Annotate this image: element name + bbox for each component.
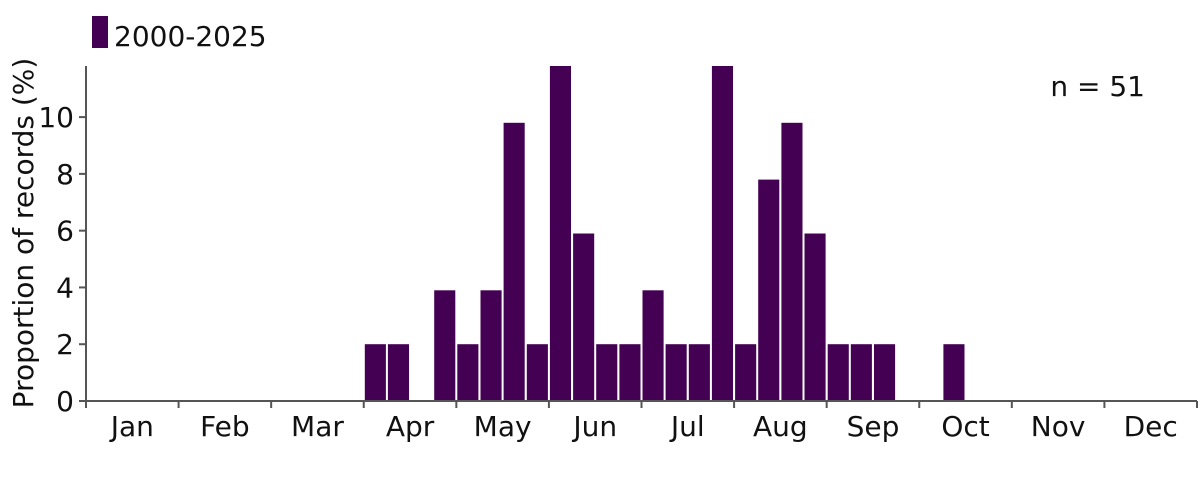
bar bbox=[549, 66, 571, 401]
y-tick-label: 6 bbox=[56, 215, 74, 248]
x-tick-label: Sep bbox=[847, 410, 900, 443]
bar bbox=[665, 344, 687, 401]
bar bbox=[480, 290, 502, 401]
x-ticks: Jan Feb Mar Apr May Jun Jul Aug Sep Oct Nov Dec bbox=[85, 401, 1198, 443]
y-ticks: 0 2 4 6 8 10 bbox=[38, 101, 86, 418]
bar bbox=[642, 290, 664, 401]
bar bbox=[573, 233, 595, 401]
bar bbox=[526, 344, 548, 401]
legend: 2000-2025 bbox=[92, 16, 267, 53]
bar bbox=[434, 290, 456, 401]
y-axis-label: Proportion of records (%) bbox=[7, 58, 40, 409]
x-tick-label: Nov bbox=[1031, 410, 1086, 443]
x-tick-label: Apr bbox=[386, 410, 435, 443]
bar bbox=[874, 344, 896, 401]
y-tick-label: 8 bbox=[56, 158, 74, 191]
bar bbox=[827, 344, 849, 401]
legend-swatch bbox=[92, 16, 108, 48]
bar bbox=[781, 122, 803, 402]
bar bbox=[596, 344, 618, 401]
bar bbox=[688, 344, 710, 401]
bars bbox=[364, 66, 965, 402]
bar bbox=[943, 344, 965, 401]
bar bbox=[711, 66, 733, 401]
sample-size-annotation: n = 51 bbox=[1050, 70, 1145, 103]
x-tick-label: Jun bbox=[571, 410, 617, 443]
x-tick-label: Oct bbox=[941, 410, 989, 443]
bar bbox=[804, 233, 826, 401]
bar bbox=[735, 344, 757, 401]
x-tick-label: Aug bbox=[753, 410, 808, 443]
y-tick-label: 10 bbox=[38, 101, 74, 134]
x-tick-label: Feb bbox=[200, 410, 250, 443]
bar bbox=[619, 344, 641, 401]
bar bbox=[850, 344, 872, 401]
y-tick-label: 0 bbox=[56, 385, 74, 418]
bar bbox=[364, 344, 386, 401]
x-tick-label: May bbox=[474, 410, 532, 443]
y-tick-label: 2 bbox=[56, 328, 74, 361]
bar bbox=[457, 344, 479, 401]
x-tick-label: Jul bbox=[669, 410, 705, 443]
x-tick-label: Mar bbox=[291, 410, 344, 443]
y-tick-label: 4 bbox=[56, 271, 74, 304]
bar bbox=[387, 344, 409, 401]
x-tick-label: Jan bbox=[109, 410, 154, 443]
x-tick-label: Dec bbox=[1124, 410, 1178, 443]
axes bbox=[85, 66, 1197, 402]
legend-label: 2000-2025 bbox=[114, 20, 267, 53]
bar bbox=[758, 179, 780, 401]
bar bbox=[503, 122, 525, 402]
